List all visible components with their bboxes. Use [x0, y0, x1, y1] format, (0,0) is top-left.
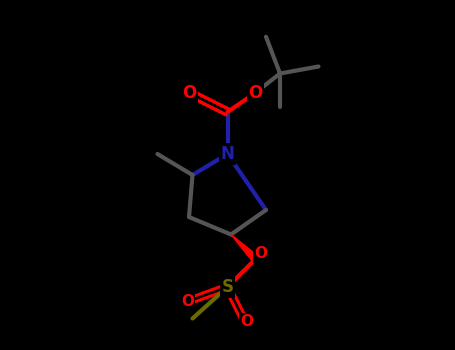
Text: O: O [182, 84, 196, 102]
Text: N: N [221, 145, 234, 163]
Polygon shape [231, 234, 258, 262]
Text: O: O [248, 84, 263, 102]
Text: O: O [254, 246, 267, 261]
Text: O: O [240, 315, 253, 329]
Text: O: O [181, 294, 194, 308]
Text: S: S [222, 278, 233, 296]
